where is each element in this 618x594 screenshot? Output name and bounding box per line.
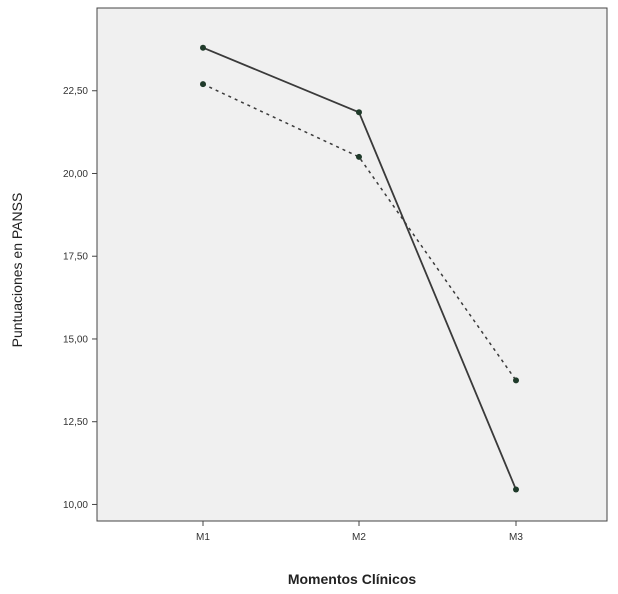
x-tick-label: M1 — [196, 532, 210, 543]
x-axis: M1 M2 M3 — [196, 521, 523, 543]
data-point-solid — [513, 486, 519, 493]
y-tick-label: 15,00 — [63, 334, 88, 345]
y-axis-title: Puntuaciones en PANSS — [9, 193, 25, 348]
y-tick-label: 12,50 — [63, 417, 88, 428]
series-line-dotted — [202, 83, 517, 381]
series-layer — [200, 44, 519, 493]
plot-area — [96, 7, 608, 522]
data-point-dotted — [513, 377, 519, 384]
y-tick-label: 10,00 — [63, 500, 88, 511]
y-tick-label: 20,00 — [63, 169, 88, 180]
x-tick-label: M3 — [509, 532, 523, 543]
data-point-solid — [200, 44, 206, 51]
x-tick-label: M2 — [352, 532, 366, 543]
data-point-dotted — [356, 153, 362, 160]
y-axis: 10,00 12,50 15,00 17,50 20,00 22,50 — [63, 86, 97, 511]
data-point-dotted — [200, 81, 206, 88]
y-tick-label: 22,50 — [63, 86, 88, 97]
data-point-solid — [356, 109, 362, 116]
x-axis-title: Momentos Clínicos — [288, 571, 417, 587]
y-tick-label: 17,50 — [63, 252, 88, 263]
